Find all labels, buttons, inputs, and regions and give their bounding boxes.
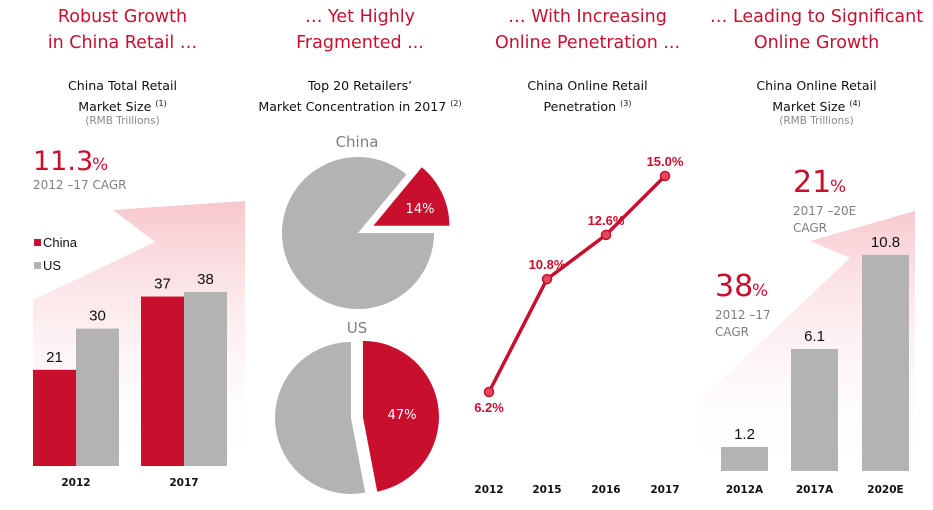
panel-total-retail: Robust Growth in China Retail … China To… [0,0,245,510]
pie-label-us: 47% [388,408,417,423]
bar-value-label: 38 [197,271,214,288]
bar-us-2017 [184,291,227,466]
panel-penetration: … With Increasing Online Penetration ...… [474,0,700,510]
bar-value-label: 6.1 [804,328,825,345]
cagr1-label: CAGR [715,325,749,339]
panel-concentration: … Yet Highly Fragmented ... Top 20 Retai… [245,0,475,510]
bar-value-label: 10.8 [871,234,900,251]
cagr-label: 2012 –17 CAGR [33,178,126,192]
bar-us-2012 [76,328,119,466]
legend-label-china: China [43,235,78,250]
bar-2012A [721,447,768,471]
legend-swatch-china [34,239,41,246]
x-tick-label: 2017 [650,484,679,496]
bar-value-label: 30 [89,308,106,325]
footnote-marker: (2) [450,99,462,108]
penetration-line [487,174,667,393]
panel-headline: … Leading to Significant Online Growth [709,7,924,53]
concentration-pie-charts: China 14% US 47% [275,133,450,494]
panel-headline: … With Increasing Online Penetration ... [494,7,681,53]
bar-2020E [862,255,909,471]
unit-label: (RMB Trillions) [779,115,854,127]
pie-slice-china-other [282,156,434,309]
panel-headline: … Yet Highly Fragmented ... [296,7,424,53]
online-market-bar-chart: 21% 2017 –20E CAGR 38% 2012 –17 CAGR 1.2 2012A 6… [700,165,915,496]
footnote-marker: (3) [620,99,632,108]
pie-slice-us-other [275,342,366,494]
unit-label: (RMB Trillions) [85,115,160,127]
data-point-2016 [600,229,612,241]
cagr1-label: 2012 –17 [715,308,771,322]
x-tick-label: 2020E [867,484,903,496]
pie-title-us: US [347,319,368,337]
pie-label-china: 14% [406,202,435,217]
bar-china-2017 [141,296,184,466]
penetration-line-chart: 6.2% 2012 10.8% 2015 12.6% 2016 15.0% 2017 [474,154,684,496]
bar-2017A [791,349,838,471]
pie-slice-china-top20 [373,167,450,226]
footnote-marker: (1) [155,99,167,108]
data-label: 15.0% [647,154,684,169]
data-point-2017 [659,170,671,182]
cagr1-percent-sign: % [752,281,768,301]
cagr2-label: CAGR [793,221,827,235]
cagr2-percent-sign: % [830,177,846,197]
data-label: 12.6% [588,213,625,228]
data-point-2012 [483,386,495,398]
bar-value-label: 21 [46,349,63,366]
cagr2-label: 2017 –20E [793,204,856,218]
cagr-percent-sign: % [92,155,108,175]
chart-subtitle: Top 20 Retailers’ Market Concentration i… [258,78,462,114]
legend-label-us: US [43,258,61,273]
pie-title-china: China [336,133,379,151]
pie-slice-us-top20 [362,340,439,492]
bar-china-2012 [33,369,76,466]
data-point-2015 [541,273,553,285]
data-label: 10.8% [529,257,566,272]
x-tick-label: 2012A [726,484,764,496]
chart-subtitle: China Total Retail Market Size (1) [68,78,177,114]
legend-swatch-us [34,262,41,269]
total-retail-bar-chart: 11.3% 2012 –17 CAGR China US 21 30 2012 37 38 201… [33,146,245,489]
bar-value-label: 37 [154,276,171,293]
chart-subtitle: China Online Retail Market Size (4) [756,78,877,114]
bar-value-label: 1.2 [734,426,755,443]
x-tick-label: 2017 [169,477,198,489]
cagr2-value: 21 [793,165,831,200]
panel-headline: Robust Growth in China Retail … [47,7,198,53]
cagr-value: 11.3 [33,146,93,177]
growth-arrow-shape [700,211,915,475]
x-tick-label: 2012 [474,484,503,496]
x-tick-label: 2015 [532,484,561,496]
chart-subtitle: China Online Retail Penetration (3) [527,78,648,114]
cagr1-value: 38 [715,269,753,304]
x-tick-label: 2017A [796,484,834,496]
panel-online-growth: … Leading to Significant Online Growth C… [700,0,933,510]
data-label: 6.2% [474,400,504,415]
x-tick-label: 2012 [61,477,90,489]
x-tick-label: 2016 [591,484,620,496]
footnote-marker: (4) [849,99,861,108]
